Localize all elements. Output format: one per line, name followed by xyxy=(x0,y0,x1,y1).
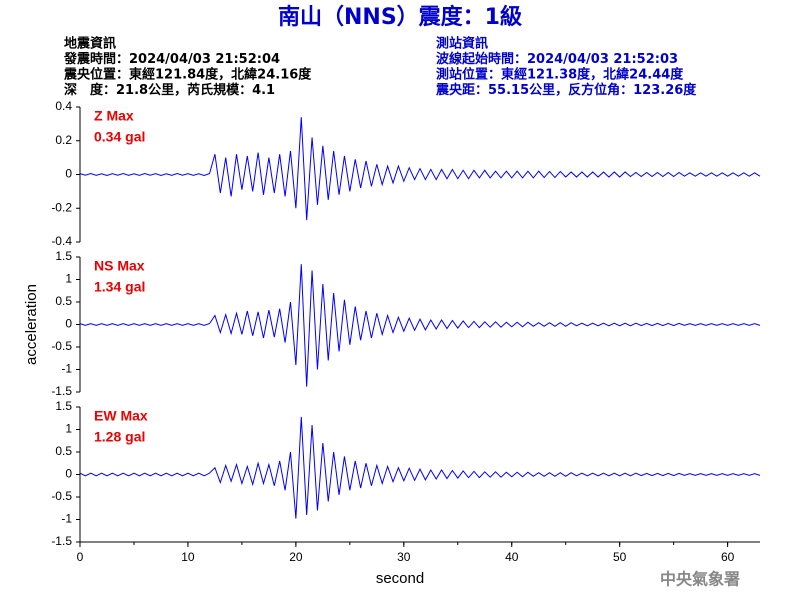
y-tick-label: 0.5 xyxy=(55,444,72,458)
y-tick-label: -1.5 xyxy=(51,384,72,398)
info-left: 深 度：21.8公里，芮氏規模：4.1 xyxy=(64,82,275,98)
y-tick-label: 0 xyxy=(65,317,72,331)
y-tick-label: 1 xyxy=(65,272,72,286)
x-tick-label: 50 xyxy=(613,550,627,564)
info-right: 震央距：55.15公里，反方位角：123.26度 xyxy=(435,82,697,98)
annotation: 1.28 gal xyxy=(94,429,145,445)
info-left: 地震資訊 xyxy=(64,36,116,52)
y-axis-label: acceleration xyxy=(23,284,40,365)
info-right: 測站資訊 xyxy=(436,36,488,52)
waveform xyxy=(79,416,761,519)
waveform xyxy=(79,264,761,387)
y-tick-label: 1 xyxy=(65,422,72,436)
y-tick-label: 1.5 xyxy=(55,399,72,413)
info-right: 測站位置：東經121.38度，北緯24.44度 xyxy=(436,67,684,83)
footer: 中央氣象署 xyxy=(660,570,740,589)
y-tick-label: -0.4 xyxy=(51,234,72,248)
x-tick-label: 30 xyxy=(397,550,411,564)
y-tick-label: -0.5 xyxy=(51,339,72,353)
x-tick-label: 20 xyxy=(289,550,303,564)
y-tick-label: 1.5 xyxy=(55,249,72,263)
annotation: EW Max xyxy=(94,408,148,424)
y-tick-label: -1 xyxy=(61,512,72,526)
info-left: 發震時間：2024/04/03 21:52:04 xyxy=(63,51,280,67)
y-tick-label: 0 xyxy=(65,167,72,181)
x-axis-label: second xyxy=(376,570,424,587)
x-tick-label: 10 xyxy=(181,550,195,564)
x-tick-label: 60 xyxy=(721,550,735,564)
annotation: 0.34 gal xyxy=(94,129,145,145)
y-tick-label: 0.5 xyxy=(55,294,72,308)
y-tick-label: -1.5 xyxy=(51,534,72,548)
annotation: Z Max xyxy=(94,108,134,124)
waveform xyxy=(79,117,761,221)
y-tick-label: 0 xyxy=(65,467,72,481)
y-tick-label: -1 xyxy=(61,362,72,376)
y-tick-label: 0.2 xyxy=(55,133,72,147)
y-tick-label: 0.4 xyxy=(55,99,72,113)
y-tick-label: -0.5 xyxy=(51,489,72,503)
y-tick-label: -0.2 xyxy=(51,200,72,214)
info-left: 震央位置：東經121.84度，北緯24.16度 xyxy=(63,67,312,83)
annotation: NS Max xyxy=(94,258,145,274)
x-tick-label: 40 xyxy=(505,550,519,564)
x-tick-label: 0 xyxy=(77,550,84,564)
info-right: 波線起始時間：2024/04/03 21:52:03 xyxy=(436,51,678,67)
annotation: 1.34 gal xyxy=(94,279,145,295)
chart-title: 南山（NNS）震度：1級 xyxy=(278,4,522,30)
